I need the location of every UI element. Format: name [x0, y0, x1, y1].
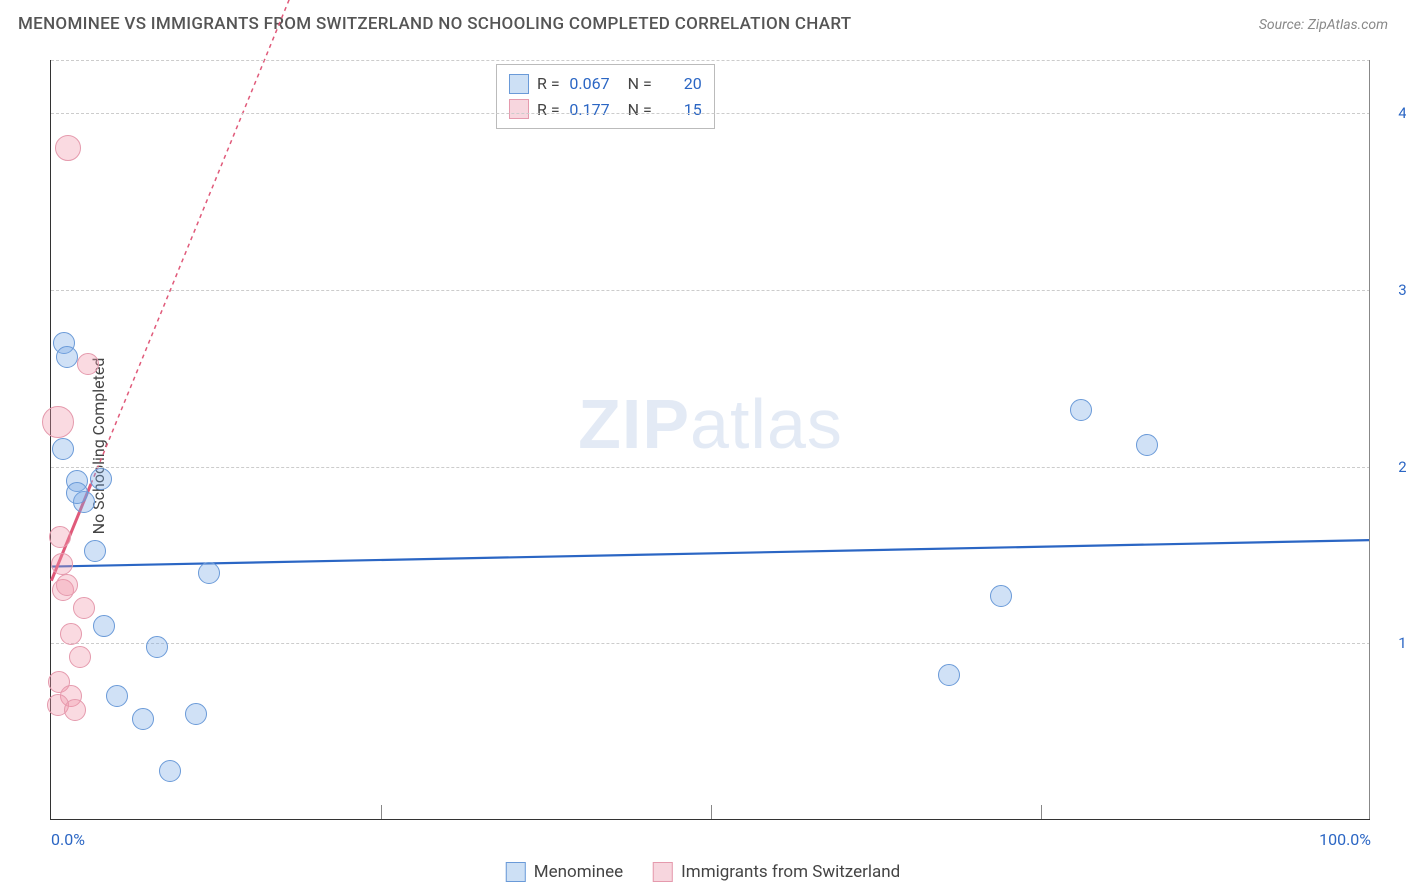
x-minor-tick — [1041, 805, 1042, 819]
x-minor-tick — [711, 805, 712, 819]
scatter-point — [185, 703, 207, 725]
scatter-point — [56, 574, 78, 596]
scatter-point — [66, 482, 88, 504]
scatter-point — [64, 699, 86, 721]
trend-lines-layer — [51, 60, 1370, 819]
scatter-point — [84, 540, 106, 562]
scatter-point — [93, 615, 115, 637]
scatter-point — [198, 562, 220, 584]
scatter-point — [42, 406, 74, 438]
scatter-point — [159, 760, 181, 782]
stats-r-value: 0.067 — [568, 71, 610, 97]
legend-swatch — [653, 862, 673, 882]
x-tick-label: 100.0% — [1319, 830, 1371, 849]
stats-r-value: 0.177 — [568, 97, 610, 123]
scatter-point — [56, 346, 78, 368]
trend-line-dashed — [91, 0, 315, 484]
grid-line-horizontal — [51, 113, 1370, 114]
scatter-point — [132, 708, 154, 730]
grid-line-horizontal — [51, 643, 1370, 644]
scatter-point — [69, 646, 91, 668]
legend-item: Immigrants from Switzerland — [653, 862, 900, 882]
scatter-point — [73, 597, 95, 619]
scatter-point — [49, 526, 71, 548]
legend-swatch — [509, 74, 529, 94]
plot-right-border — [1369, 60, 1370, 819]
chart-title: MENOMINEE VS IMMIGRANTS FROM SWITZERLAND… — [18, 14, 851, 34]
legend-swatch — [506, 862, 526, 882]
scatter-point — [60, 623, 82, 645]
scatter-point — [51, 553, 73, 575]
scatter-point — [990, 585, 1012, 607]
scatter-point — [77, 353, 99, 375]
bottom-legend: Menominee Immigrants from Switzerland — [506, 862, 900, 882]
stats-row: R = 0.067 N = 20 — [509, 71, 702, 97]
plot-area: ZIPatlas R =0.067N =20R =0.177N =15 1.0%… — [50, 60, 1370, 820]
stats-n-label: N = — [628, 71, 652, 97]
x-minor-tick — [381, 805, 382, 819]
stats-n-label: N = — [628, 97, 652, 123]
legend-swatch — [509, 99, 529, 119]
grid-line-horizontal — [51, 467, 1370, 468]
scatter-point — [52, 438, 74, 460]
y-tick-label: 3.0% — [1375, 281, 1406, 299]
stats-row: R = 0.177 N = 15 — [509, 97, 702, 123]
stats-legend-box: R = 0.067 N = 20 R = 0.177 N = 15 — [496, 64, 715, 129]
legend-item: Menominee — [506, 862, 623, 882]
watermark-bold: ZIP — [578, 385, 690, 463]
y-tick-label: 1.0% — [1375, 634, 1406, 652]
scatter-point — [938, 664, 960, 686]
trend-line — [51, 540, 1369, 566]
scatter-point — [55, 135, 81, 161]
watermark: ZIPatlas — [578, 384, 843, 464]
watermark-light: atlas — [690, 385, 843, 463]
stats-n-value: 15 — [660, 97, 702, 123]
source-label: Source: ZipAtlas.com — [1259, 17, 1388, 33]
legend-label: Immigrants from Switzerland — [681, 862, 900, 882]
legend-label: Menominee — [534, 862, 623, 882]
y-tick-label: 2.0% — [1375, 458, 1406, 476]
stats-r-label: R = — [537, 71, 560, 97]
grid-line-horizontal — [51, 60, 1370, 61]
scatter-point — [146, 636, 168, 658]
x-tick-label: 0.0% — [51, 830, 85, 849]
y-tick-label: 4.0% — [1375, 104, 1406, 122]
scatter-point — [90, 468, 112, 490]
grid-line-horizontal — [51, 290, 1370, 291]
stats-n-value: 20 — [660, 71, 702, 97]
stats-r-label: R = — [537, 97, 560, 123]
scatter-point — [106, 685, 128, 707]
scatter-point — [1136, 434, 1158, 456]
scatter-point — [1070, 399, 1092, 421]
